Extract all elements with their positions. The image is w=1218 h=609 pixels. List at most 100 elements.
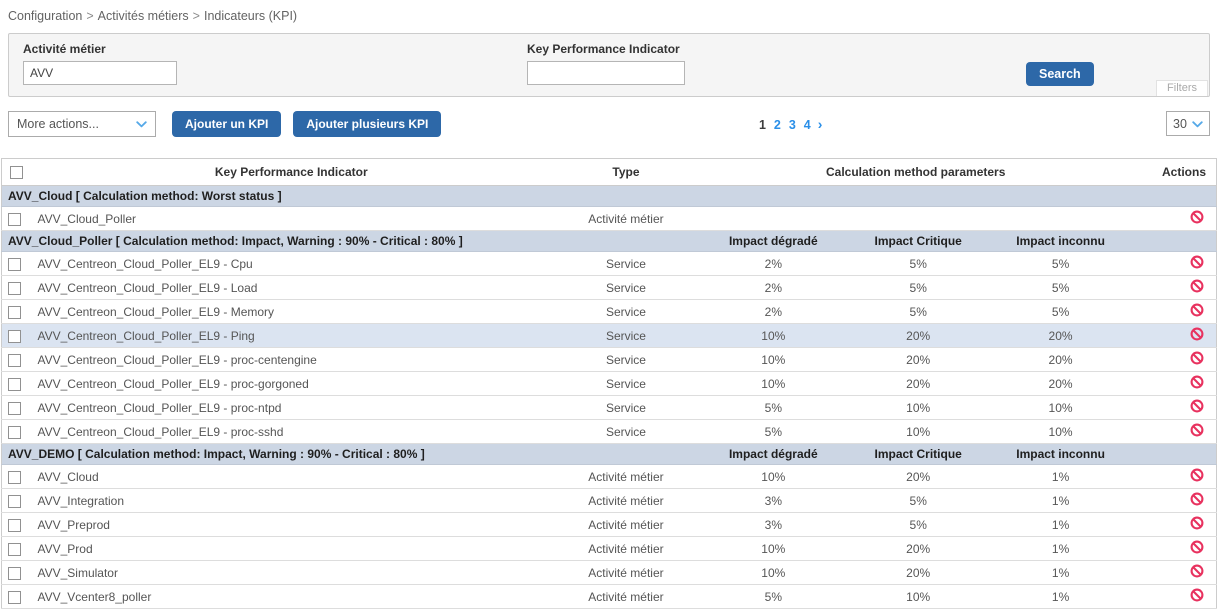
kpi-name: AVV_Centreon_Cloud_Poller_EL9 - proc-cen… xyxy=(31,347,552,373)
kpi-type: Service xyxy=(551,347,701,373)
ban-icon[interactable] xyxy=(1190,210,1204,224)
kpi-filter-label: Key Performance Indicator xyxy=(527,42,680,56)
table-row: AVV_Cloud Activité métier 10% 20% 1% xyxy=(1,464,1217,490)
impact-column-header: Impact Critique xyxy=(845,230,991,253)
row-checkbox[interactable] xyxy=(8,212,21,226)
kpi-name: AVV_Simulator xyxy=(31,560,552,586)
search-button[interactable]: Search xyxy=(1026,62,1094,86)
impact-critical-value: 5% xyxy=(845,512,991,538)
row-checkbox-cell xyxy=(1,584,32,609)
impact-critical-value: 5% xyxy=(845,488,991,514)
row-checkbox[interactable] xyxy=(8,590,21,604)
ban-icon[interactable] xyxy=(1190,399,1204,413)
ban-icon[interactable] xyxy=(1190,492,1204,506)
row-actions-cell xyxy=(1130,371,1217,397)
ban-icon[interactable] xyxy=(1190,303,1204,317)
table-row: AVV_Centreon_Cloud_Poller_EL9 - proc-ntp… xyxy=(1,395,1217,421)
add-multiple-kpi-button[interactable]: Ajouter plusieurs KPI xyxy=(293,110,442,137)
row-actions-cell xyxy=(1130,464,1217,490)
row-checkbox[interactable] xyxy=(8,329,21,343)
pagination-page[interactable]: 2 xyxy=(773,117,781,132)
row-checkbox[interactable] xyxy=(8,425,21,439)
page-size-select[interactable]: 30 xyxy=(1166,111,1210,136)
ban-icon[interactable] xyxy=(1190,423,1204,437)
kpi-type: Activité métier xyxy=(551,512,701,538)
pagination-page-current[interactable]: 1 xyxy=(758,117,766,132)
ban-icon[interactable] xyxy=(1190,375,1204,389)
impact-column-header: Impact dégradé xyxy=(700,230,846,253)
row-checkbox[interactable] xyxy=(8,305,21,319)
filters-toggle[interactable]: Filters xyxy=(1156,80,1208,96)
more-actions-select[interactable]: More actions... xyxy=(8,110,156,137)
row-checkbox-cell xyxy=(1,371,32,397)
ban-icon[interactable] xyxy=(1190,468,1204,482)
kpi-type: Activité métier xyxy=(551,488,701,514)
breadcrumb-item[interactable]: Activités métiers xyxy=(97,9,189,23)
kpi-filter-input[interactable] xyxy=(527,61,685,85)
impact-critical-value: 10% xyxy=(845,584,991,609)
table-row: AVV_Centreon_Cloud_Poller_EL9 - proc-ssh… xyxy=(1,419,1217,445)
ban-icon[interactable] xyxy=(1190,588,1204,602)
filter-panel: Activité métier Key Performance Indicato… xyxy=(8,33,1210,97)
row-actions-cell xyxy=(1130,560,1217,586)
group-actions-spacer xyxy=(1130,230,1217,253)
kpi-type: Service xyxy=(551,251,701,277)
impact-degraded-value: 5% xyxy=(700,584,846,609)
kpi-name: AVV_Centreon_Cloud_Poller_EL9 - Load xyxy=(31,275,552,301)
kpi-type: Activité métier xyxy=(551,206,701,232)
ban-icon[interactable] xyxy=(1190,540,1204,554)
row-checkbox[interactable] xyxy=(8,470,21,484)
ban-icon[interactable] xyxy=(1190,564,1204,578)
select-all-checkbox[interactable] xyxy=(10,166,24,180)
row-checkbox[interactable] xyxy=(8,377,21,391)
row-checkbox[interactable] xyxy=(8,401,21,415)
impact-column-header: Impact inconnu xyxy=(990,230,1131,253)
row-checkbox[interactable] xyxy=(8,518,21,532)
impact-degraded-value: 10% xyxy=(700,560,846,586)
row-checkbox[interactable] xyxy=(8,542,21,556)
row-actions-cell xyxy=(1130,512,1217,538)
pagination: 1 2 3 4 › xyxy=(441,116,1166,132)
group-header-row: AVV_Cloud [ Calculation method: Worst st… xyxy=(1,185,1217,208)
impact-degraded-value: 10% xyxy=(700,464,846,490)
ban-icon[interactable] xyxy=(1190,516,1204,530)
row-checkbox[interactable] xyxy=(8,353,21,367)
ban-icon[interactable] xyxy=(1190,279,1204,293)
row-actions-cell xyxy=(1130,251,1217,277)
table-row: AVV_Centreon_Cloud_Poller_EL9 - proc-gor… xyxy=(1,371,1217,397)
pagination-page[interactable]: 3 xyxy=(788,117,796,132)
row-checkbox[interactable] xyxy=(8,494,21,508)
more-actions-label: More actions... xyxy=(17,116,99,131)
row-checkbox-cell xyxy=(1,347,32,373)
kpi-name: AVV_Centreon_Cloud_Poller_EL9 - proc-gor… xyxy=(31,371,552,397)
group-title: AVV_Cloud_Poller [ Calculation method: I… xyxy=(1,230,701,253)
pagination-page[interactable]: 4 xyxy=(803,117,811,132)
table-row: AVV_Centreon_Cloud_Poller_EL9 - proc-cen… xyxy=(1,347,1217,373)
add-kpi-button[interactable]: Ajouter un KPI xyxy=(172,110,282,137)
kpi-type: Service xyxy=(551,395,701,421)
impact-unknown-value: 1% xyxy=(990,584,1131,609)
kpi-name: AVV_Centreon_Cloud_Poller_EL9 - proc-ssh… xyxy=(31,419,552,445)
breadcrumb-item[interactable]: Indicateurs (KPI) xyxy=(203,9,298,23)
pagination-next-icon[interactable]: › xyxy=(817,115,823,132)
row-checkbox[interactable] xyxy=(8,257,21,271)
impact-critical-value: 20% xyxy=(845,371,991,397)
breadcrumb-item[interactable]: Configuration xyxy=(8,9,83,23)
row-checkbox[interactable] xyxy=(8,281,21,295)
ban-icon[interactable] xyxy=(1190,351,1204,365)
group-actions-spacer xyxy=(1130,443,1217,466)
impact-degraded-value: 2% xyxy=(700,299,846,325)
row-actions-cell xyxy=(1130,536,1217,562)
impact-column-header: Impact Critique xyxy=(845,443,991,466)
kpi-table-body: AVV_Cloud [ Calculation method: Worst st… xyxy=(1,185,1217,609)
ban-icon[interactable] xyxy=(1190,255,1204,269)
table-row: AVV_Cloud_Poller Activité métier xyxy=(1,206,1217,232)
row-checkbox[interactable] xyxy=(8,566,21,580)
activity-filter-input[interactable] xyxy=(23,61,177,85)
ban-icon[interactable] xyxy=(1190,327,1204,341)
kpi-name: AVV_Centreon_Cloud_Poller_EL9 - proc-ntp… xyxy=(31,395,552,421)
table-row: AVV_Simulator Activité métier 10% 20% 1% xyxy=(1,560,1217,586)
impact-column-header: Impact inconnu xyxy=(990,443,1131,466)
row-checkbox-cell xyxy=(1,323,32,349)
impact-critical-value: 20% xyxy=(845,464,991,490)
